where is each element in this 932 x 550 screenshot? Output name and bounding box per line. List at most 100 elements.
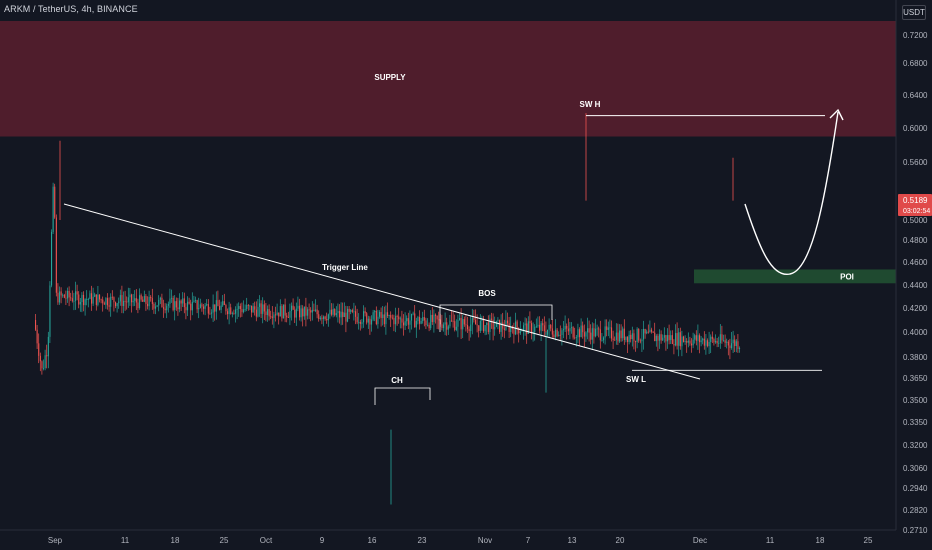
candle-body [212, 304, 214, 313]
candle-body [670, 335, 672, 341]
currency-button[interactable]: USDT [902, 5, 926, 20]
candle-body [567, 328, 569, 332]
candle-body [507, 320, 509, 324]
candle-body [467, 324, 469, 330]
candle-body [329, 309, 331, 315]
candle-body [563, 329, 565, 331]
candle-body [535, 326, 537, 328]
candle-body [499, 319, 501, 332]
candle-body [113, 297, 115, 303]
candle-body [281, 306, 283, 319]
candle-body [321, 317, 323, 319]
candle-body [705, 340, 707, 346]
candle-body [703, 338, 705, 346]
candle-body [289, 311, 291, 318]
ch-bracket [374, 387, 431, 405]
candle-body [697, 335, 699, 341]
price-tick-label: 0.3350 [903, 418, 928, 427]
candle-body [135, 298, 137, 303]
candle-body [617, 332, 619, 342]
candle-body [598, 328, 600, 330]
candle-body [548, 324, 550, 330]
candle-body [423, 317, 425, 321]
time-tick-label: 11 [766, 536, 775, 545]
candle-body [291, 305, 293, 312]
poi-zone [694, 269, 896, 284]
candle-body [297, 305, 299, 309]
candle-body [119, 295, 121, 302]
candle-body [475, 320, 477, 325]
candle-body [726, 341, 728, 343]
candle-body [607, 327, 609, 330]
candle-body [110, 296, 112, 307]
candle-body [246, 305, 248, 309]
candle-body [611, 327, 613, 339]
candle-body [731, 343, 733, 349]
candle-body [455, 326, 457, 330]
symbol-title[interactable]: ARKM / TetherUS, 4h, BINANCE [4, 4, 138, 14]
candle-body [350, 310, 352, 312]
candle-body [102, 299, 104, 304]
candle-body [292, 305, 294, 310]
candle-body [199, 304, 201, 308]
candle-body [462, 319, 464, 330]
candle-body [633, 333, 635, 342]
candle-body [60, 291, 62, 296]
time-tick-label: 11 [121, 536, 130, 545]
last-price-tag: 0.5189 03:02:54 [898, 194, 932, 216]
price-tick-label: 0.4800 [903, 236, 928, 245]
price-axis: 0.7200 0.6800 0.6400 0.6000 0.5600 0.5000 0.48… [895, 0, 932, 535]
candle-body [79, 302, 81, 305]
candle-body [211, 312, 213, 314]
candle-body [683, 336, 685, 342]
candle-body [169, 298, 171, 304]
candle-body [425, 320, 427, 326]
candle-body [107, 298, 109, 306]
candle-body [484, 325, 486, 332]
candle-body [449, 320, 451, 327]
candle-body [590, 332, 592, 340]
candle-body [635, 341, 637, 343]
candle-body [36, 329, 38, 344]
candle-body [678, 332, 680, 346]
poi-label: POI [840, 272, 854, 281]
candle-body [247, 305, 249, 306]
candle-body [593, 328, 595, 337]
candle-body [83, 294, 85, 306]
candle-body [625, 336, 627, 341]
candle-body [347, 308, 349, 322]
candle-body [145, 295, 147, 304]
candle-body [76, 291, 78, 295]
projection-arrow-head [829, 108, 844, 121]
candle-body [241, 309, 243, 313]
candle-body [601, 340, 603, 341]
candle-body [196, 300, 198, 310]
candle-body [729, 345, 731, 349]
candle-body [257, 306, 259, 317]
candle-body [159, 297, 161, 300]
candle-body [255, 309, 257, 317]
candle-body [334, 308, 336, 316]
candle-body [167, 303, 169, 306]
candle-body [587, 328, 589, 333]
candle-body [377, 316, 379, 325]
candle-body [116, 303, 118, 307]
last-price-value: 0.5189 [903, 196, 928, 205]
candle-body [665, 335, 667, 342]
candle-body [73, 300, 75, 302]
trigger-line-label: Trigger Line [322, 263, 368, 272]
time-tick-label: Oct [260, 536, 273, 545]
candle-body [371, 319, 373, 325]
candle-body [164, 308, 166, 311]
candle-body [131, 294, 133, 303]
candle-body [651, 329, 653, 332]
candle-body [276, 312, 278, 315]
candle-body [551, 328, 553, 335]
candle-body [588, 328, 590, 333]
candle-body [503, 328, 505, 330]
candle-body [89, 293, 91, 300]
candle-body [59, 291, 61, 303]
price-tick-label: 0.2940 [903, 484, 928, 493]
candle-body [585, 332, 587, 337]
